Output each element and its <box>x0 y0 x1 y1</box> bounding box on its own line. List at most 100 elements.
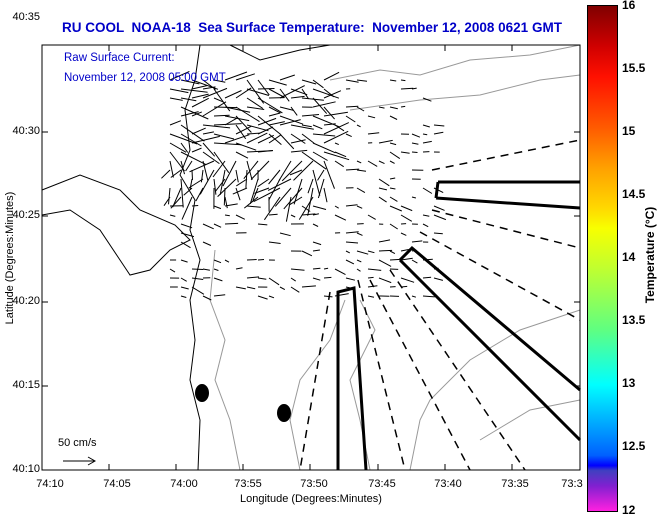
current-vector <box>312 151 328 161</box>
current-vector <box>312 101 336 108</box>
current-vector <box>180 259 188 263</box>
y-tick-label: 40:30 <box>12 125 40 137</box>
colorbar-tick: 15 <box>622 124 636 138</box>
current-vector <box>400 249 409 252</box>
current-vector <box>202 86 216 90</box>
current-vector <box>257 97 283 114</box>
colorbar <box>587 5 618 512</box>
current-vector <box>323 267 329 270</box>
colorbar-tick: 16 <box>622 0 636 12</box>
current-vector <box>191 111 202 117</box>
radar-coverage-outlines <box>299 139 582 471</box>
current-vector <box>191 93 209 99</box>
current-vector <box>367 115 376 119</box>
current-vector <box>345 250 351 254</box>
current-vector <box>246 205 261 208</box>
current-vector <box>246 97 264 109</box>
current-vector <box>217 178 237 197</box>
current-vector <box>191 268 204 270</box>
current-vector <box>323 123 336 126</box>
current-vector <box>246 106 265 110</box>
colorbar-label: Temperature (°C) <box>643 206 657 304</box>
current-vector <box>411 295 417 298</box>
current-vector <box>246 160 253 181</box>
current-vector <box>268 295 275 299</box>
current-vector <box>202 131 214 135</box>
current-vector <box>323 160 335 189</box>
y-tick-label: 40:20 <box>12 295 40 307</box>
current-vector <box>257 126 274 135</box>
current-vector <box>257 223 268 226</box>
current-vector <box>323 276 332 279</box>
current-vector <box>191 205 199 207</box>
current-vector <box>257 79 270 96</box>
current-vector <box>223 187 226 206</box>
current-vector <box>180 97 197 102</box>
coastline <box>41 44 331 471</box>
current-vector <box>224 196 228 209</box>
current-vector <box>290 95 305 99</box>
current-vector <box>279 85 305 99</box>
current-vector <box>163 196 171 206</box>
current-vector <box>281 160 303 182</box>
current-vector <box>257 117 277 126</box>
current-vector <box>268 241 281 244</box>
current-vector <box>191 169 193 181</box>
current-vector <box>345 168 360 171</box>
current-vector <box>345 259 355 265</box>
current-vector <box>356 259 362 263</box>
current-vector <box>312 169 321 196</box>
current-vector <box>235 187 241 201</box>
x-tick-label: 73:55 <box>234 478 262 490</box>
current-vector <box>356 124 361 128</box>
current-vector <box>433 131 444 135</box>
bathymetry-contours <box>209 44 581 471</box>
current-vector <box>378 259 392 267</box>
current-vector <box>290 88 308 96</box>
current-vector <box>389 196 398 202</box>
current-vector <box>213 259 222 264</box>
current-vector <box>411 87 417 90</box>
current-vector <box>252 187 259 201</box>
x-tick-label: 73:45 <box>368 478 396 490</box>
current-vector <box>268 169 281 185</box>
buoy-marker <box>195 384 209 402</box>
current-vector <box>224 134 250 144</box>
current-vector <box>400 232 407 236</box>
current-vector <box>169 268 176 273</box>
current-vector <box>367 160 378 167</box>
current-vector <box>246 132 260 135</box>
current-vector <box>180 232 195 238</box>
current-vector <box>268 106 281 114</box>
current-vector <box>180 241 191 249</box>
current-vector <box>169 160 174 178</box>
current-vector <box>411 142 419 145</box>
current-vector <box>283 187 303 210</box>
current-vector <box>213 268 219 271</box>
current-vector <box>257 88 275 90</box>
current-vector <box>268 121 285 126</box>
current-vector <box>235 214 246 220</box>
current-vector <box>301 133 315 144</box>
current-vector <box>183 187 193 196</box>
scale-arrow <box>63 456 97 466</box>
annotation-time: November 12, 2008 05:00 GMT <box>64 72 226 84</box>
current-vector <box>411 240 423 243</box>
current-vector <box>191 85 208 90</box>
current-vector <box>422 214 430 217</box>
current-vector <box>334 124 345 132</box>
current-vector <box>191 286 205 295</box>
current-vector <box>312 133 336 137</box>
current-vector <box>279 74 295 81</box>
current-vector <box>224 203 238 207</box>
current-vector <box>170 169 182 178</box>
current-vector <box>246 132 268 144</box>
current-vector <box>232 187 248 195</box>
current-vector <box>224 117 239 126</box>
current-vector <box>224 71 248 81</box>
current-vector <box>169 88 189 94</box>
current-vector <box>411 196 417 199</box>
current-vector <box>317 169 325 181</box>
current-vector <box>301 205 311 212</box>
current-vector <box>169 142 187 153</box>
